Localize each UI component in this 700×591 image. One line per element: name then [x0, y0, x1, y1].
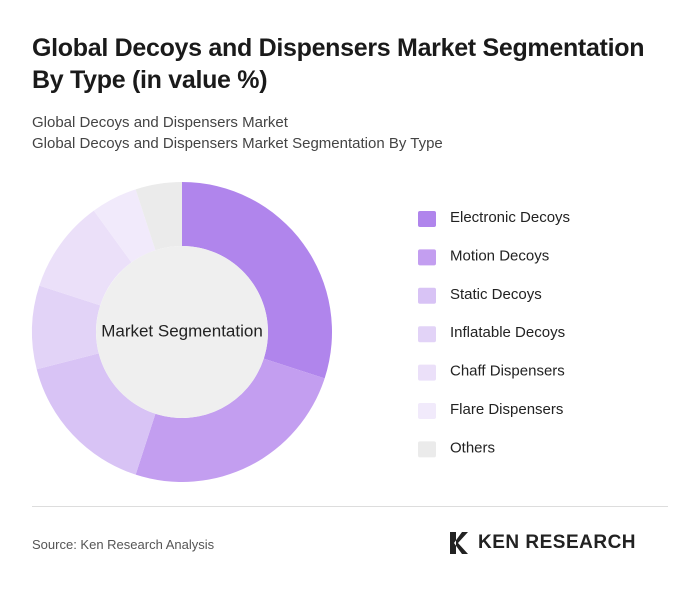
donut-segment: [135, 182, 182, 251]
donut-segment: [39, 210, 132, 306]
logo: KEN RESEARCH: [448, 530, 636, 556]
legend-label: Inflatable Decoys: [450, 324, 565, 341]
subtitle: Global Decoys and Dispensers Market: [32, 114, 288, 131]
chart-title: Global Decoys and Dispensers Market Segm…: [32, 34, 645, 94]
donut-segment: [93, 189, 156, 263]
logo-icon: [450, 532, 468, 554]
donut-segment: [135, 358, 325, 482]
legend-label: Electronic Decoys: [450, 209, 570, 226]
subtitle: Global Decoys and Dispensers Market Segm…: [32, 135, 443, 152]
legend-label: Flare Dispensers: [450, 401, 563, 418]
legend-label: Others: [450, 439, 495, 456]
donut-hole: [96, 246, 268, 418]
donut-segment: [36, 353, 156, 475]
legend-swatch: [418, 287, 436, 304]
legend-label: Motion Decoys: [450, 247, 549, 264]
legend-label: Chaff Dispensers: [450, 363, 565, 380]
legend-swatch: [418, 326, 436, 343]
center-label: Market Segmentation: [101, 321, 263, 340]
legend-swatch: [418, 364, 436, 381]
chart: Market Segmentation Electronic Decoys Mot…: [32, 182, 570, 482]
donut-segment: [182, 182, 332, 379]
legend-swatch: [418, 249, 436, 266]
source: Source: Ken Research Analysis: [32, 537, 215, 552]
donut-segment: [32, 285, 101, 370]
brand: KEN RESEARCH: [478, 532, 637, 553]
legend-swatch: [418, 403, 436, 419]
legend-label: Static Decoys: [450, 286, 542, 303]
divider: [32, 506, 668, 507]
legend-swatch: [418, 441, 436, 458]
legend-swatch: [418, 211, 436, 227]
